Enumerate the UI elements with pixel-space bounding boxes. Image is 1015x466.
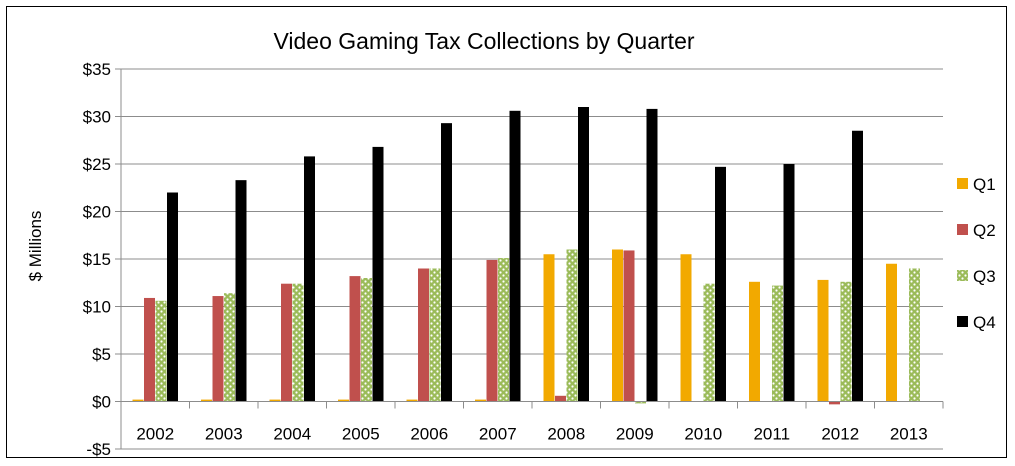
legend-swatch-q1 [957, 178, 968, 189]
bar-q1 [406, 399, 418, 402]
bar-q2 [281, 283, 292, 402]
bar-q3 [566, 249, 578, 402]
bar-q1 [132, 399, 144, 402]
bar-q1 [886, 263, 897, 402]
y-tick-label: $5 [92, 345, 111, 364]
legend-label-q2: Q2 [973, 221, 996, 240]
bar-q1 [612, 249, 623, 402]
bar-q1 [543, 254, 555, 402]
bar-q4 [646, 108, 658, 402]
bar-q2 [486, 259, 498, 402]
x-tick-label: 2013 [890, 425, 928, 444]
bar-q3 [224, 293, 235, 402]
chart-title: Video Gaming Tax Collections by Quarter [273, 28, 694, 54]
x-tick-label: 2010 [684, 425, 722, 444]
bar-q4 [852, 130, 863, 402]
y-tick-label: $25 [83, 155, 111, 174]
bar-q4 [578, 107, 589, 402]
bar-q3 [292, 283, 304, 402]
bar-q1 [680, 254, 692, 402]
bar-q1 [817, 279, 829, 402]
x-tick-label: 2009 [616, 425, 654, 444]
x-tick-label: 2011 [753, 425, 790, 444]
bar-q3 [635, 401, 646, 404]
bar-q2 [623, 250, 635, 402]
axes: -$5 $0 $5 $10 $15 $20 $25 $30 $35 2002 2003 2004 200… [83, 60, 944, 459]
bar-q1 [749, 281, 760, 402]
x-tick-label: 2002 [136, 425, 174, 444]
bar-q1 [269, 399, 281, 402]
bar-q4 [783, 164, 795, 402]
bar-q2 [144, 297, 155, 402]
gridlines [121, 68, 943, 450]
x-tick-label: 2005 [342, 425, 380, 444]
bar-q3 [155, 300, 167, 402]
bar-q4 [235, 180, 247, 402]
bar-q4 [509, 110, 521, 402]
legend-label-q4: Q4 [973, 313, 996, 332]
legend: Q1 Q2 Q3 Q4 [957, 175, 996, 332]
bar-q1 [201, 399, 212, 402]
y-axis-label: $ Millions [26, 211, 45, 282]
y-tick-label: $0 [92, 393, 111, 412]
y-tick-label: $35 [83, 60, 111, 79]
y-tick-label: $15 [83, 250, 111, 269]
bar-q2 [555, 395, 566, 402]
legend-swatch-q2 [957, 224, 968, 235]
bar-q3 [909, 268, 920, 402]
y-tick-label: $10 [83, 298, 111, 317]
x-tick-label: 2006 [410, 425, 448, 444]
bar-q2 [349, 276, 361, 402]
bar-q3 [772, 285, 783, 402]
x-tick-label: 2008 [547, 425, 585, 444]
bar-q3 [361, 278, 372, 402]
legend-label-q1: Q1 [973, 175, 996, 194]
bar-q2 [418, 268, 429, 402]
bar-q3 [840, 281, 852, 402]
bar-chart: Video Gaming Tax Collections by Quarter … [26, 28, 996, 459]
x-tick-label: 2012 [821, 425, 859, 444]
bar-q4 [167, 192, 178, 402]
x-tick-label: 2003 [205, 425, 243, 444]
bar-q1 [475, 399, 486, 402]
legend-swatch-q4 [957, 316, 968, 327]
bar-q4 [715, 166, 726, 402]
y-tick-label: -$5 [86, 440, 111, 459]
x-tick-label: 2007 [479, 425, 517, 444]
bar-q3 [703, 283, 715, 402]
bar-q4 [441, 123, 452, 402]
bar-q1 [338, 399, 349, 402]
bar-q2 [212, 296, 224, 402]
bar-q2 [829, 401, 840, 405]
legend-swatch-q3 [957, 270, 968, 281]
y-tick-label: $30 [83, 108, 111, 127]
x-tick-label: 2004 [273, 425, 311, 444]
y-tick-label: $20 [83, 203, 111, 222]
legend-label-q3: Q3 [973, 267, 996, 286]
bar-q4 [372, 146, 384, 402]
bars [132, 107, 920, 405]
chart-frame: Video Gaming Tax Collections by Quarter … [6, 6, 1007, 459]
bar-q3 [429, 268, 441, 402]
bar-q3 [498, 258, 509, 402]
bar-q4 [304, 156, 315, 402]
